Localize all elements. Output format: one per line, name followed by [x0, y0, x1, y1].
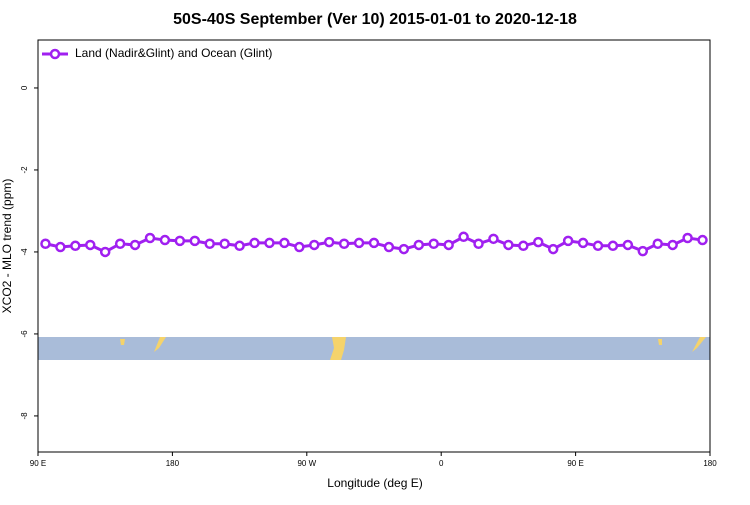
- legend-label: Land (Nadir&Glint) and Ocean (Glint): [75, 46, 272, 60]
- x-tick-label: 90 E: [30, 459, 46, 468]
- point: [189, 235, 201, 247]
- point: [577, 237, 589, 249]
- point: [637, 245, 649, 257]
- point: [518, 240, 529, 252]
- plot-frame: [37, 39, 711, 453]
- point: [159, 234, 171, 246]
- point: [219, 238, 230, 249]
- point: [607, 240, 619, 252]
- y-tick-label: 0: [20, 85, 29, 90]
- point: [144, 232, 156, 244]
- point: [129, 239, 141, 251]
- point: [503, 239, 514, 251]
- map-strip: [38, 337, 710, 360]
- point: [338, 238, 350, 249]
- point: [488, 233, 499, 245]
- point: [99, 246, 111, 258]
- y-tick-label: -6: [20, 330, 29, 338]
- point: [234, 240, 245, 252]
- x-tick-label: 180: [703, 459, 717, 468]
- point: [398, 243, 410, 255]
- point: [174, 235, 186, 247]
- point: [294, 241, 305, 253]
- y-tick-label: -4: [20, 248, 29, 256]
- point: [547, 243, 559, 255]
- point: [279, 237, 290, 249]
- point: [652, 238, 663, 249]
- point: [458, 231, 469, 243]
- point: [353, 237, 365, 249]
- point: [40, 238, 51, 249]
- point: [413, 239, 425, 251]
- point: [55, 241, 66, 253]
- point: [443, 239, 454, 251]
- point: [249, 237, 260, 249]
- point: [323, 236, 335, 248]
- point: [264, 237, 275, 249]
- point: [204, 238, 215, 249]
- point: [622, 239, 634, 251]
- point: [428, 238, 439, 249]
- x-axis-label: Longitude (deg E): [327, 476, 422, 490]
- x-tick-label: 90 W: [297, 459, 316, 468]
- legend-marker: [49, 48, 61, 60]
- point: [368, 237, 380, 249]
- point: [562, 235, 574, 247]
- point: [682, 232, 693, 244]
- point: [309, 239, 320, 251]
- point: [383, 241, 395, 253]
- y-tick-label: -8: [20, 412, 29, 420]
- y-axis-label: XCO2 - MLO trend (ppm): [0, 179, 14, 314]
- point: [473, 238, 484, 249]
- x-tick-label: 0: [439, 459, 444, 468]
- point: [697, 234, 708, 246]
- chart-title: 50S-40S September (Ver 10) 2015-01-01 to…: [173, 11, 577, 28]
- point: [667, 239, 678, 251]
- x-tick-label: 90 E: [567, 459, 583, 468]
- point: [114, 238, 126, 249]
- point: [592, 240, 604, 252]
- point: [70, 240, 81, 252]
- y-tick-label: -2: [20, 166, 29, 174]
- point: [533, 236, 544, 248]
- x-tick-label: 180: [166, 459, 180, 468]
- point: [85, 239, 96, 251]
